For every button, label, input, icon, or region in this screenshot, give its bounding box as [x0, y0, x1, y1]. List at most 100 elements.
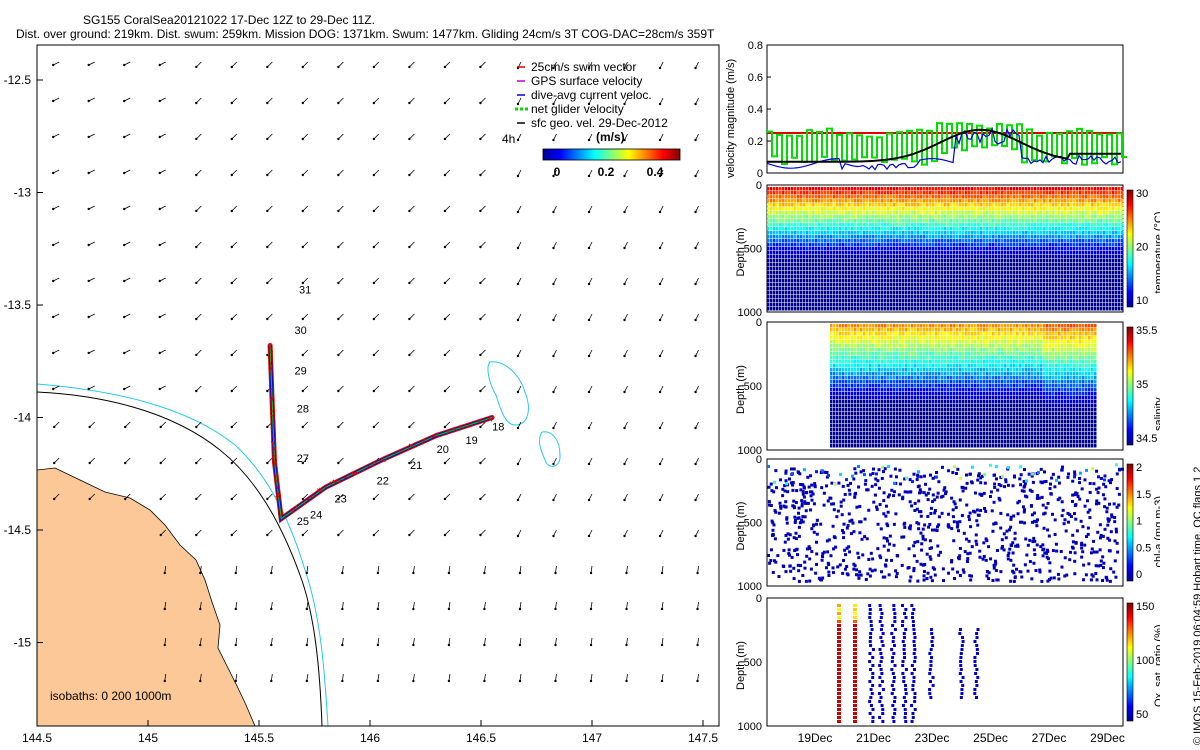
profile-sample: [1073, 247, 1076, 251]
profile-sample: [983, 267, 986, 271]
profile-sample: [980, 207, 983, 211]
profile-sample: [1121, 255, 1124, 259]
profile-sample: [836, 368, 839, 372]
velocity-arrow-head: [660, 679, 664, 683]
velocity-arrow-head: [694, 282, 697, 286]
profile-sample: [1031, 255, 1034, 259]
profile-sample: [815, 267, 818, 271]
depth-tick-label: 1000: [738, 307, 762, 319]
profile-sample: [866, 380, 869, 384]
profile-sample: [851, 436, 854, 440]
profile-sample: [1106, 239, 1109, 243]
velocity-arrow-head: [408, 245, 411, 249]
profile-sample: [944, 279, 947, 283]
profile-sample: [1058, 199, 1061, 203]
profile-sample: [812, 279, 815, 283]
profile-sample: [1043, 279, 1046, 283]
profile-sample: [1040, 235, 1043, 239]
profile-sample: [809, 287, 812, 291]
profile-sample: [1007, 227, 1010, 231]
profile-sample: [938, 235, 941, 239]
profile-sample: [926, 299, 929, 303]
profile-sample: [845, 215, 848, 219]
profile-sample: [872, 231, 875, 235]
profile-sample: [980, 263, 983, 267]
profile-sample: [806, 271, 809, 275]
profile-sample: [791, 275, 794, 279]
profile-sample: [998, 275, 1001, 279]
profile-sample: [1076, 303, 1079, 307]
profile-sample: [1031, 207, 1034, 211]
profile-sample: [842, 432, 845, 436]
profile-sample: [1025, 227, 1028, 231]
profile-sample: [827, 291, 830, 295]
profile-sample: [1013, 255, 1016, 259]
profile-sample: [773, 287, 776, 291]
profile-sample: [971, 203, 974, 207]
profile-sample: [833, 372, 836, 376]
profile-sample: [1031, 247, 1034, 251]
map-xtick-label: 145: [138, 731, 158, 745]
profile-sample: [1025, 199, 1028, 203]
profile-sample: [1097, 247, 1100, 251]
profile-sample: [800, 267, 803, 271]
profile-sample: [944, 203, 947, 207]
profile-sample: [1013, 191, 1016, 195]
profile-sample: [938, 259, 941, 263]
velocity-panel: 00.20.40.60.8 velocity magnitude (m/s): [725, 40, 1127, 180]
profile-sample: [806, 231, 809, 235]
profile-sample: [926, 283, 929, 287]
profile-sample: [947, 243, 950, 247]
profile-sample: [893, 235, 896, 239]
velocity-arrow-head: [301, 317, 305, 321]
profile-sample: [1085, 235, 1088, 239]
profile-sample: [935, 227, 938, 231]
profile-sample: [821, 235, 824, 239]
profile-sample: [881, 263, 884, 267]
velocity-arrow-head: [337, 173, 340, 177]
profile-sample: [1058, 255, 1061, 259]
profile-sample: [839, 392, 842, 396]
profile-sample: [905, 303, 908, 307]
profile-sample: [1043, 199, 1046, 203]
profile-sample: [854, 396, 857, 400]
profile-sample: [842, 247, 845, 251]
profile-sample: [1121, 231, 1124, 235]
profile-sample: [1067, 295, 1070, 299]
profile-sample: [845, 388, 848, 392]
velocity-ytick-label: 0: [757, 168, 763, 180]
profile-sample: [848, 388, 851, 392]
profile-sample: [917, 239, 920, 243]
profile-sample: [941, 207, 944, 211]
profile-sample: [797, 187, 800, 191]
profile-sample: [956, 275, 959, 279]
profile-sample: [860, 392, 863, 396]
profile-sample: [1007, 191, 1010, 195]
profile-sample: [821, 243, 824, 247]
profile-sample: [836, 440, 839, 444]
profile-sample: [869, 324, 872, 328]
profile-sample: [782, 251, 785, 255]
profile-sample: [863, 223, 866, 227]
profile-sample: [935, 259, 938, 263]
profile-sample: [968, 247, 971, 251]
profile-sample: [863, 259, 866, 263]
profile-sample: [1103, 295, 1106, 299]
profile-sample: [1040, 207, 1043, 211]
profile-sample: [776, 187, 779, 191]
profile-sample: [1058, 287, 1061, 291]
profile-sample: [1019, 291, 1022, 295]
profile-sample: [980, 295, 983, 299]
profile-sample: [968, 199, 971, 203]
profile-sample: [893, 299, 896, 303]
profile-sample: [836, 324, 839, 328]
profile-sample: [824, 307, 827, 311]
profile-sample: [884, 291, 887, 295]
profile-sample: [791, 215, 794, 219]
profile-sample: [1049, 299, 1052, 303]
profile-sample: [974, 223, 977, 227]
velocity-arrow-head: [694, 246, 697, 250]
profile-sample: [851, 271, 854, 275]
profile-sample: [1064, 267, 1067, 271]
profile-sample: [923, 247, 926, 251]
